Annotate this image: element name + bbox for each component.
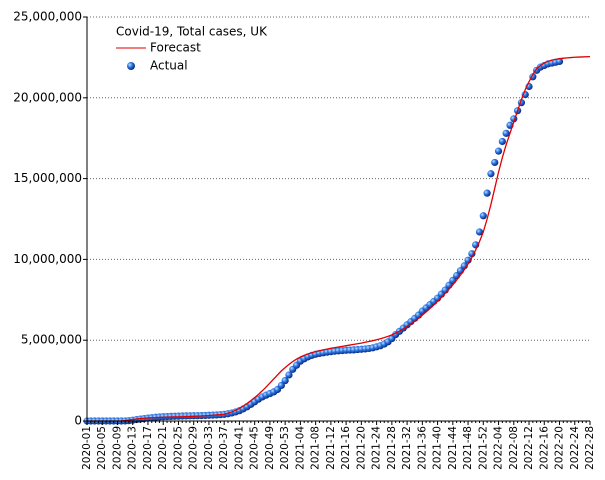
x-tick-label: 2021-32	[401, 426, 413, 470]
x-tick-label: 2020-49	[264, 426, 276, 470]
x-tick-label: 2021-40	[432, 426, 444, 470]
x-tick-label: 2021-48	[462, 426, 474, 470]
actual-point	[281, 377, 289, 385]
x-tick-label: 2020-01	[81, 426, 93, 470]
y-tick-label: 5,000,000	[21, 333, 82, 347]
legend-label: Forecast	[150, 41, 201, 55]
x-tick-label: 2021-52	[477, 426, 489, 470]
x-tick-label: 2022-16	[538, 426, 550, 470]
x-tick-label: 2021-44	[447, 426, 459, 470]
y-tick-label: 25,000,000	[13, 10, 82, 24]
actual-point	[277, 381, 285, 390]
x-tick-label: 2022-08	[508, 426, 520, 470]
actual-point	[285, 371, 293, 379]
x-tick-label: 2020-13	[127, 426, 139, 470]
y-tick-label: 20,000,000	[13, 90, 82, 104]
x-tick-label: 2021-04	[294, 426, 306, 470]
x-tick-label: 2022-04	[493, 426, 505, 470]
y-tick-label: 0	[74, 414, 82, 428]
x-tick-label: 2020-33	[203, 426, 215, 470]
actual-point	[498, 137, 506, 146]
actual-point	[468, 250, 476, 258]
legend-marker	[127, 62, 135, 70]
actual-point	[491, 158, 499, 167]
x-tick-label: 2020-05	[96, 426, 108, 470]
x-tick-label: 2022-28	[584, 426, 596, 470]
chart-title: Covid-19, Total cases, UK	[116, 25, 268, 39]
x-tick-label: 2020-41	[233, 426, 245, 470]
x-tick-label: 2021-16	[340, 426, 352, 470]
actual-point	[494, 147, 503, 155]
x-tick-label: 2021-28	[386, 426, 398, 470]
x-tick-label: 2020-21	[157, 426, 169, 470]
actual-point	[502, 129, 510, 137]
forecast-line	[87, 55, 591, 422]
x-tick-label: 2022-20	[554, 426, 566, 470]
x-tick-label: 2021-20	[355, 426, 367, 470]
legend-label: Actual	[150, 59, 188, 73]
x-tick-label: 2020-45	[249, 426, 261, 470]
actual-point	[487, 170, 495, 178]
y-tick-label: 15,000,000	[13, 171, 82, 185]
x-tick-label: 2020-17	[142, 426, 154, 470]
x-tick-label: 2020-37	[218, 426, 230, 470]
x-tick-label: 2020-29	[188, 426, 200, 470]
x-tick-label: 2021-24	[371, 426, 383, 470]
x-tick-label: 2021-08	[310, 426, 322, 470]
actual-point	[479, 212, 487, 220]
x-tick-label: 2022-24	[569, 426, 581, 470]
x-tick-label: 2020-53	[279, 426, 291, 470]
actual-point	[475, 228, 484, 236]
x-tick-label: 2021-36	[416, 426, 428, 470]
x-tick-label: 2020-09	[111, 426, 123, 470]
y-tick-label: 10,000,000	[13, 252, 82, 266]
x-tick-label: 2020-25	[172, 426, 184, 470]
actual-point	[483, 189, 491, 197]
x-tick-label: 2022-12	[523, 426, 535, 470]
x-tick-label: 2021-12	[325, 426, 337, 470]
